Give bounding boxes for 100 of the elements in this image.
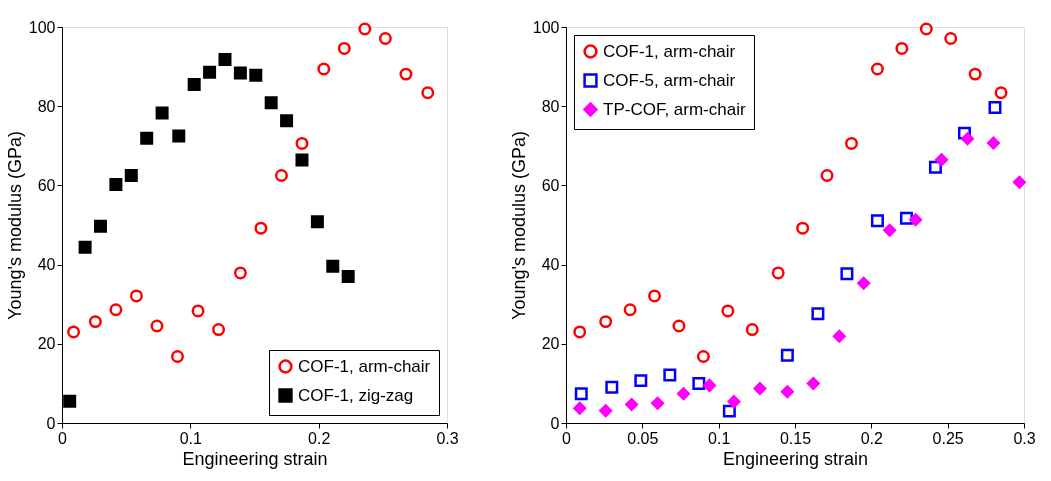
x-tick-label: 0.3 bbox=[436, 429, 459, 447]
legend-label: COF-5, arm-chair bbox=[603, 70, 736, 90]
x-tick-label: 0 bbox=[562, 429, 572, 447]
y-tick-label: 100 bbox=[532, 18, 560, 36]
y-tick-label: 20 bbox=[37, 335, 56, 353]
point bbox=[124, 169, 138, 182]
point bbox=[274, 169, 288, 182]
point bbox=[696, 349, 710, 363]
point bbox=[961, 132, 975, 146]
point bbox=[909, 213, 923, 227]
point bbox=[78, 240, 92, 254]
point bbox=[212, 323, 226, 337]
x-tick-label: 0.05 bbox=[627, 429, 659, 447]
legend-label: TP-COF, arm-chair bbox=[603, 99, 746, 119]
point bbox=[109, 303, 123, 317]
point bbox=[187, 77, 201, 91]
point bbox=[663, 368, 677, 382]
y-tick-label: 60 bbox=[541, 176, 560, 194]
y-tick-label: 0 bbox=[550, 414, 560, 432]
point bbox=[109, 178, 123, 192]
point bbox=[63, 394, 77, 408]
legend-label: COF-1, zig-zag bbox=[298, 385, 414, 405]
y-axis-title: Young's modulus (GPa) bbox=[4, 131, 25, 320]
point bbox=[944, 32, 958, 45]
point bbox=[233, 266, 247, 280]
x-tick-label: 0.2 bbox=[860, 429, 884, 447]
y-tick-label: 100 bbox=[28, 18, 56, 36]
point bbox=[1012, 175, 1026, 189]
point bbox=[599, 315, 613, 329]
x-tick-label: 0.25 bbox=[932, 429, 964, 447]
point bbox=[172, 129, 186, 143]
x-tick-label: 0.1 bbox=[179, 429, 203, 447]
point bbox=[421, 86, 435, 100]
point bbox=[780, 348, 794, 362]
point bbox=[280, 114, 294, 128]
x-tick-label: 0.15 bbox=[779, 429, 812, 447]
point bbox=[753, 382, 767, 396]
point bbox=[811, 307, 825, 321]
point bbox=[796, 221, 810, 235]
point bbox=[703, 378, 716, 392]
point bbox=[957, 126, 971, 140]
y-tick-label: 40 bbox=[37, 256, 56, 274]
point bbox=[399, 67, 413, 81]
point bbox=[326, 259, 340, 273]
x-tick-label: 0 bbox=[58, 429, 68, 447]
point bbox=[249, 68, 263, 82]
point bbox=[895, 41, 909, 55]
x-tick-label: 0.2 bbox=[308, 429, 331, 447]
point bbox=[870, 62, 884, 76]
point bbox=[625, 397, 639, 411]
point bbox=[67, 325, 81, 339]
point bbox=[994, 86, 1008, 100]
point bbox=[870, 214, 884, 228]
point bbox=[599, 404, 613, 418]
point bbox=[857, 276, 871, 290]
point bbox=[988, 100, 1002, 114]
point bbox=[341, 269, 355, 283]
point bbox=[935, 153, 949, 167]
point bbox=[573, 325, 587, 339]
point bbox=[745, 323, 759, 337]
point bbox=[928, 160, 942, 174]
point bbox=[840, 267, 854, 281]
point bbox=[88, 315, 102, 329]
legend-label: COF-1, arm-chair bbox=[603, 41, 736, 61]
point bbox=[771, 266, 785, 280]
point bbox=[806, 376, 820, 390]
point bbox=[233, 66, 247, 80]
point bbox=[218, 52, 232, 66]
point bbox=[378, 32, 392, 45]
point bbox=[191, 304, 205, 318]
point bbox=[94, 219, 107, 233]
point bbox=[883, 223, 897, 237]
x-axis-title: Engineering strain bbox=[722, 448, 869, 469]
point bbox=[722, 404, 736, 418]
y-tick-label: 40 bbox=[541, 256, 560, 274]
legend-label: COF-1, arm-chair bbox=[298, 356, 431, 376]
y-axis-title: Young's modulus (GPa) bbox=[508, 131, 529, 320]
point bbox=[820, 169, 834, 182]
y-tick-label: 0 bbox=[46, 414, 56, 432]
point bbox=[648, 289, 662, 303]
point bbox=[171, 349, 184, 363]
point bbox=[780, 385, 794, 399]
x-tick-label: 0.1 bbox=[708, 429, 731, 447]
point bbox=[677, 387, 691, 401]
point bbox=[672, 319, 686, 333]
point bbox=[623, 303, 637, 317]
y-tick-label: 80 bbox=[541, 97, 560, 115]
point bbox=[692, 376, 706, 390]
point bbox=[727, 395, 741, 409]
point bbox=[254, 221, 268, 235]
point bbox=[129, 289, 143, 303]
x-tick-label: 0.3 bbox=[1013, 429, 1036, 447]
point bbox=[264, 96, 278, 110]
point bbox=[721, 304, 735, 318]
point bbox=[832, 329, 846, 343]
point bbox=[574, 387, 588, 401]
point bbox=[337, 41, 351, 55]
point bbox=[651, 396, 665, 410]
y-tick-label: 20 bbox=[541, 335, 560, 353]
point bbox=[310, 215, 324, 229]
